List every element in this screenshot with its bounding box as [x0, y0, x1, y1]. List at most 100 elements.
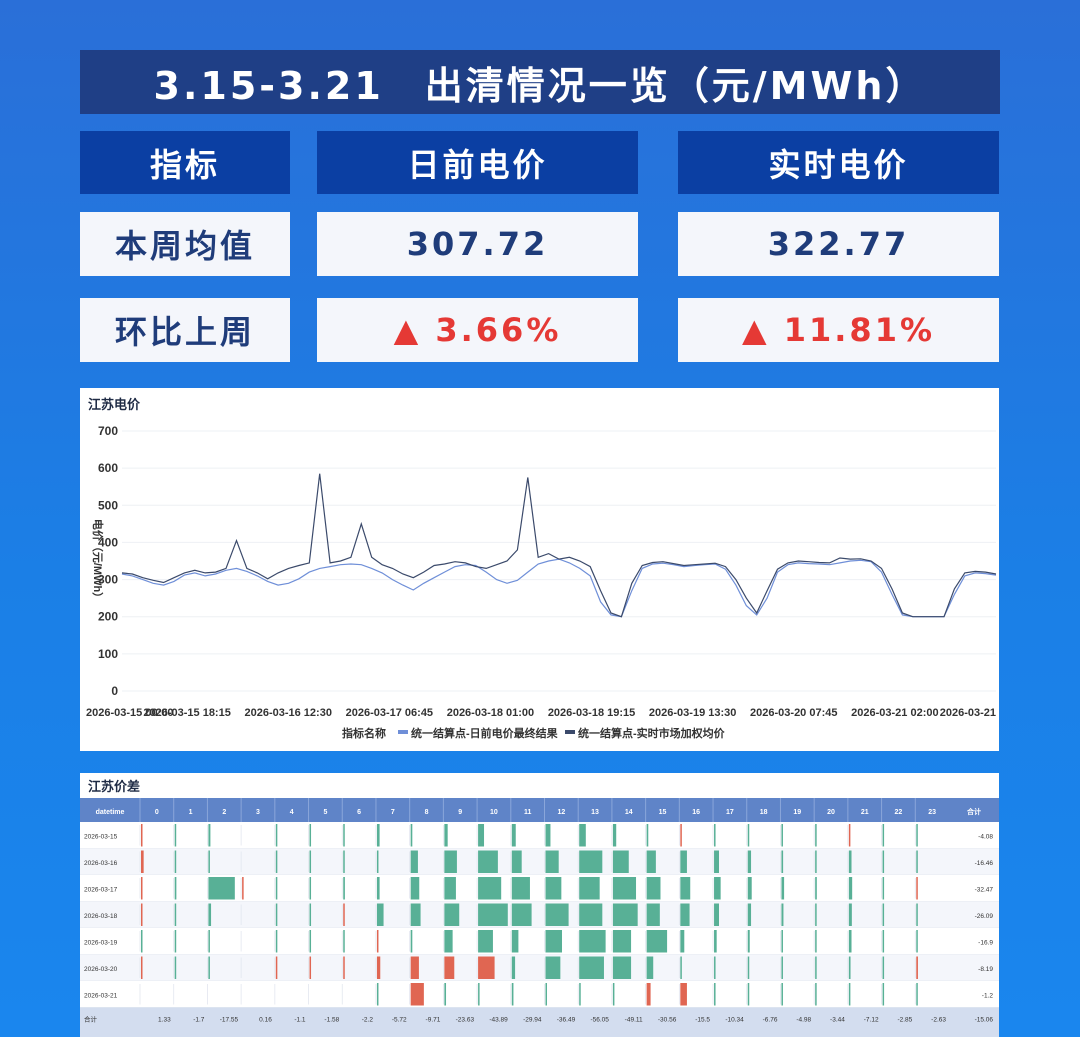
heatmap-row-bg: [80, 901, 999, 928]
spread-bar: [343, 930, 345, 953]
spread-bar: [444, 877, 456, 900]
x-tick-label: 2026-03-18 19:15: [548, 707, 635, 719]
column-total: -1.58: [324, 1017, 339, 1024]
spread-bar: [141, 956, 143, 979]
spread-bar: [208, 956, 210, 979]
legend-label: 统一结算点-日前电价最终结果: [411, 726, 558, 740]
row-total: -32.47: [975, 886, 994, 893]
row-total: -4.08: [978, 833, 993, 840]
spread-bar: [882, 930, 885, 953]
spread-bar: [747, 930, 750, 953]
spread-bar: [242, 877, 244, 900]
row-total: -1.2: [982, 992, 994, 999]
x-tick-label: 2026-03-18 01:00: [447, 707, 534, 719]
spread-bar: [309, 877, 312, 900]
spread-bar: [714, 903, 719, 926]
spread-bar: [141, 903, 143, 926]
y-tick-label: 200: [98, 610, 118, 624]
spread-bar: [882, 983, 885, 1006]
spread-bar: [916, 824, 918, 847]
column-total: -2.63: [931, 1017, 946, 1024]
spread-bar: [309, 956, 312, 979]
spread-bar: [275, 850, 278, 873]
spread-bar: [848, 983, 851, 1006]
spread-bar: [848, 850, 852, 873]
x-tick-label: 2026-03-16 12:30: [244, 707, 331, 719]
spread-bar: [511, 850, 522, 873]
hour-header: 15: [659, 809, 667, 816]
column-total: -3.44: [830, 1017, 845, 1024]
date-label: 2026-03-17: [84, 886, 118, 893]
y-tick-label: 500: [98, 498, 118, 512]
spread-bar: [882, 824, 885, 847]
spread-bar: [579, 983, 581, 1006]
spread-bar: [410, 903, 421, 926]
spread-bar: [882, 877, 885, 900]
hour-header: 21: [861, 809, 869, 816]
spread-bar: [174, 903, 177, 926]
spread-bar: [511, 956, 516, 979]
spread-bar: [579, 956, 604, 979]
spread-bar: [781, 930, 783, 953]
hour-header: 17: [726, 809, 734, 816]
hour-header: 22: [895, 809, 903, 816]
x-tick-label: 2026-03-17 06:45: [346, 707, 433, 719]
hour-header: 4: [290, 809, 294, 816]
hour-header: 20: [827, 809, 835, 816]
spread-bar: [376, 903, 384, 926]
hour-header: 5: [323, 809, 327, 816]
spread-bar: [444, 903, 460, 926]
spread-bar: [680, 956, 682, 979]
y-tick-label: 0: [111, 684, 118, 698]
spread-bar: [141, 824, 143, 847]
spread-bar: [309, 930, 312, 953]
spread-bar: [916, 903, 918, 926]
spread-bar: [410, 930, 413, 953]
spread-bar: [848, 903, 852, 926]
spread-bar: [646, 903, 660, 926]
spread-bar: [747, 983, 750, 1006]
spread-bar: [275, 877, 278, 900]
hour-header: 8: [425, 809, 429, 816]
spread-bar: [781, 850, 784, 873]
spread-bar: [680, 850, 687, 873]
spread-bar: [882, 850, 885, 873]
date-label: 2026-03-15: [84, 833, 118, 840]
spread-bar: [545, 983, 547, 1006]
spread-bar: [714, 824, 716, 847]
spread-bar: [174, 877, 177, 900]
spread-bar: [376, 930, 379, 953]
spread-bar: [916, 850, 918, 873]
x-tick-label: 2026-03-15 00:00: [86, 707, 173, 719]
spread-bar: [309, 903, 312, 926]
spread-bar: [410, 850, 418, 873]
spread-bar: [141, 930, 143, 953]
weekly-avg-day-ahead: 307.72: [317, 212, 638, 276]
spread-bar: [714, 877, 721, 900]
spread-bar: [410, 983, 424, 1006]
spread-bar: [747, 824, 750, 847]
spread-bar: [545, 930, 563, 953]
date-label: 2026-03-20: [84, 966, 118, 973]
spread-bar: [208, 930, 210, 953]
spread-bar: [275, 956, 278, 979]
spread-bar: [612, 824, 617, 847]
spread-heatmap-panel: 江苏价差 datetime 0 1 2 3 4 5 6 7 8 9 10 11 12 13 14 15 16 17 1…: [80, 773, 999, 1037]
spread-bar: [343, 903, 345, 926]
date-label: 2026-03-16: [84, 860, 118, 867]
legend-label: 统一结算点-实时市场加权均价: [578, 726, 726, 740]
spread-bar: [680, 824, 682, 847]
spread-bar: [815, 850, 817, 873]
spread-bar: [747, 956, 750, 979]
row-total: -16.9: [978, 939, 993, 946]
hour-header: 10: [490, 809, 498, 816]
y-tick-label: 400: [98, 535, 118, 549]
hour-header: 18: [760, 809, 768, 816]
spread-bar: [646, 877, 661, 900]
header-indicator: 指标: [80, 131, 290, 194]
spread-bar: [478, 850, 498, 873]
column-total: -5.72: [392, 1017, 407, 1024]
column-total: -17.55: [220, 1017, 239, 1024]
spread-bar: [612, 903, 638, 926]
spread-bar: [343, 956, 345, 979]
